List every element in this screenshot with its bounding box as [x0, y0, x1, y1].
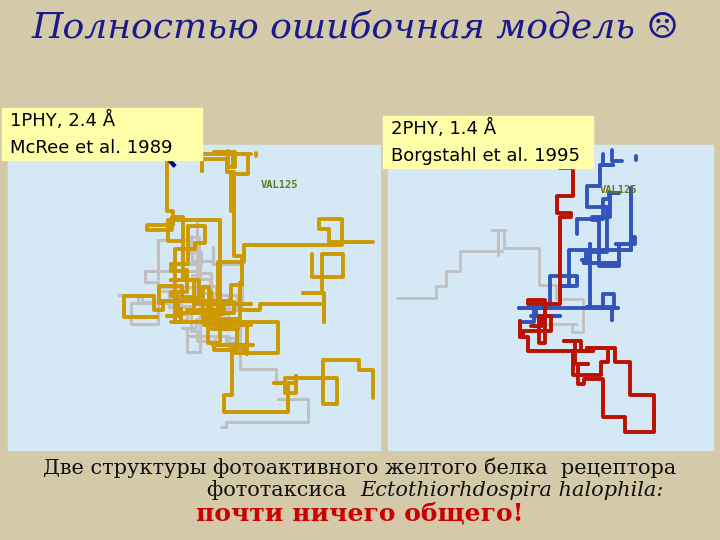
Text: Borgstahl et al. 1995: Borgstahl et al. 1995: [391, 147, 580, 165]
Text: 1PHY, 2.4 Å: 1PHY, 2.4 Å: [10, 111, 115, 130]
Bar: [388, 145, 713, 450]
Text: VAL125: VAL125: [261, 180, 299, 190]
Text: Полностью ошибочная модель ☹: Полностью ошибочная модель ☹: [31, 11, 679, 45]
Bar: [8, 145, 380, 450]
Text: почти ничего общего!: почти ничего общего!: [197, 502, 523, 526]
Bar: [383, 116, 593, 168]
Text: Две структуры фотоактивного желтого белка  рецептора: Две структуры фотоактивного желтого белк…: [43, 458, 677, 478]
Text: фототаксиса: фототаксиса: [207, 480, 360, 500]
Text: Ectothiorhdospira halophila:: Ectothiorhdospira halophila:: [360, 481, 663, 500]
Text: VAL125: VAL125: [599, 185, 636, 195]
Text: McRee et al. 1989: McRee et al. 1989: [10, 139, 173, 157]
Text: MET1: MET1: [175, 143, 199, 153]
Text: MET1: MET1: [559, 145, 584, 155]
Bar: [2, 108, 202, 160]
Text: 2PHY, 1.4 Å: 2PHY, 1.4 Å: [391, 118, 496, 138]
